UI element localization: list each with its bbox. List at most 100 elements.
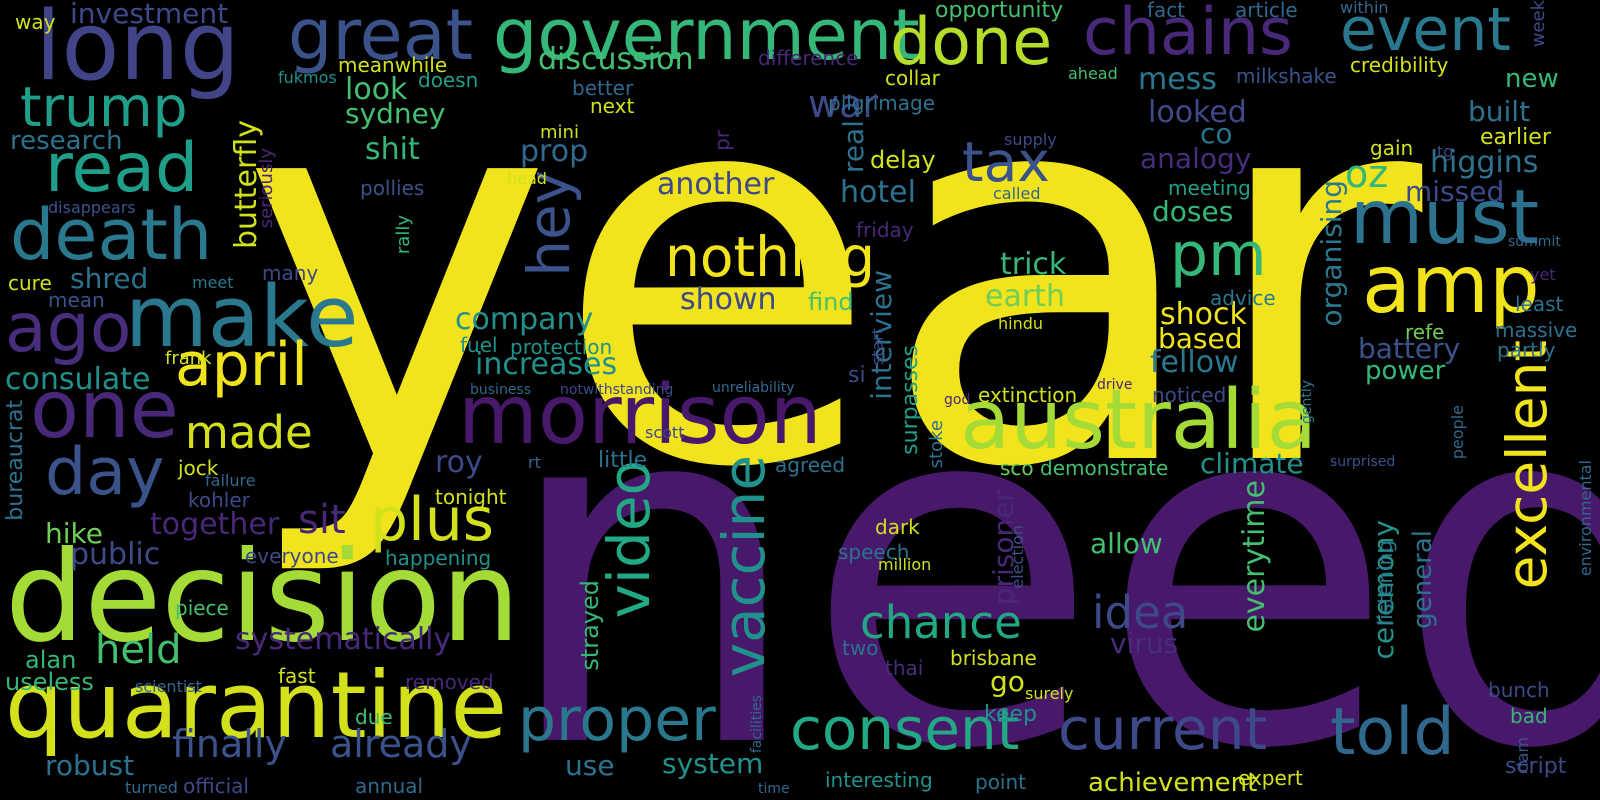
word-new: new <box>1505 64 1559 94</box>
word-surely: surely <box>1025 684 1074 703</box>
word-shred: shred <box>70 262 149 295</box>
word-little: little <box>598 448 648 473</box>
word-need: need <box>500 295 1600 800</box>
word-tax: tax <box>962 130 1050 194</box>
word-rt: rt <box>528 453 541 472</box>
word-surprised: surprised <box>1330 454 1396 470</box>
word-april: april <box>175 330 308 400</box>
word-called: called <box>993 184 1041 203</box>
word-advice: advice <box>1210 286 1276 310</box>
word-mini: mini <box>540 122 579 143</box>
word-listening: listening <box>1373 540 1397 626</box>
word-amp: amp <box>1362 238 1540 331</box>
word-million: million <box>878 555 932 574</box>
word-battery: battery <box>1358 332 1461 365</box>
word-chains: chains <box>1083 0 1293 70</box>
word-co: co <box>1200 117 1233 150</box>
word-shown: shown <box>680 282 777 317</box>
word-summit: summit <box>1508 234 1561 250</box>
word-surpasses: surpasses <box>898 345 923 455</box>
word-refe: refe <box>1405 320 1445 344</box>
word-keep: keep <box>984 702 1037 727</box>
word-morrison: morrison <box>458 368 822 463</box>
word-fuel: fuel <box>460 333 498 357</box>
word-hotel: hotel <box>840 175 916 210</box>
word-rally: rally <box>393 215 414 255</box>
word-due: due <box>355 705 393 729</box>
word-gain: gain <box>1370 136 1414 160</box>
word-read: read <box>45 129 199 208</box>
word-failure: failure <box>205 471 256 490</box>
word-fast: fast <box>278 664 316 688</box>
word-bunch: bunch <box>1488 678 1550 702</box>
word-extinction: extinction <box>978 383 1078 407</box>
word-mess: mess <box>1138 62 1217 97</box>
word-scott: scott <box>645 423 685 442</box>
word-shock: shock <box>1160 297 1247 332</box>
word-within: within <box>1340 0 1389 17</box>
word-climate: climate <box>1200 447 1304 480</box>
word-use: use <box>565 749 615 782</box>
word-allow: allow <box>1090 527 1163 560</box>
word-official: official <box>183 774 249 798</box>
word-notwithstanding: notwithstanding <box>560 382 674 398</box>
word-drive: drive <box>1097 377 1133 393</box>
word-war: war <box>808 82 878 126</box>
word-pollies: pollies <box>360 176 425 200</box>
word-meanwhile: meanwhile <box>338 53 448 77</box>
word-pm: pm <box>1170 220 1267 290</box>
word-consent: consent <box>790 695 1020 763</box>
word-great: great <box>288 0 474 76</box>
word-must: must <box>1350 173 1540 261</box>
word-power: power <box>1365 356 1446 386</box>
word-meeting: meeting <box>1168 176 1251 200</box>
word-brisbane: brisbane <box>950 646 1037 670</box>
word-sco: sco <box>1000 456 1034 480</box>
word-government: government <box>493 0 920 76</box>
word-current: current <box>1058 695 1268 763</box>
word-noticed: noticed <box>1152 383 1227 407</box>
word-video: video <box>595 460 663 619</box>
word-increases: increases <box>475 347 618 382</box>
word-supply: supply <box>1004 130 1057 149</box>
word-milkshake: milkshake <box>1236 64 1337 88</box>
word-idea: idea <box>1092 586 1189 639</box>
word-achievement: achievement <box>1088 768 1258 798</box>
word-fellow: fellow <box>1150 345 1239 380</box>
word-delay: delay <box>870 146 936 174</box>
word-turned: turned <box>125 778 178 797</box>
word-oz: oz <box>1345 152 1389 196</box>
word-article: article <box>1235 0 1298 22</box>
word-credibility: credibility <box>1350 53 1449 77</box>
word-research: research <box>10 126 123 156</box>
word-business: business <box>470 382 532 398</box>
word-massive: massive <box>1495 318 1578 342</box>
word-tonight: tonight <box>435 485 507 509</box>
word-together: together <box>150 507 280 542</box>
word-excellent: excellent <box>1495 340 1559 590</box>
word-year: year <box>240 0 1423 583</box>
word-systematically: systematically <box>235 622 452 657</box>
word-yet: yet <box>1530 265 1556 284</box>
word-speech: speech <box>838 540 910 564</box>
word-god: god <box>944 392 971 408</box>
word-company: company <box>455 302 594 337</box>
word-looked: looked <box>1148 95 1247 130</box>
word-dark: dark <box>875 515 920 539</box>
word-nothing: nothing <box>665 225 875 289</box>
word-mean: mean <box>48 288 105 312</box>
word-earlier: earlier <box>1480 125 1551 150</box>
word-happening: happening <box>385 546 492 570</box>
word-start: start <box>868 328 887 366</box>
word-done: done <box>890 5 1053 80</box>
word-organising: organising <box>1315 180 1348 327</box>
word-script: script <box>1505 754 1567 779</box>
word-consulate: consulate <box>5 362 151 397</box>
word-annual: annual <box>355 774 424 798</box>
word-discussion: discussion <box>538 42 694 77</box>
word-opportunity: opportunity <box>935 0 1064 23</box>
word-quarantine: quarantine <box>5 652 508 759</box>
word-robust: robust <box>45 749 135 782</box>
word-public: public <box>70 537 161 572</box>
word-go: go <box>990 665 1025 698</box>
